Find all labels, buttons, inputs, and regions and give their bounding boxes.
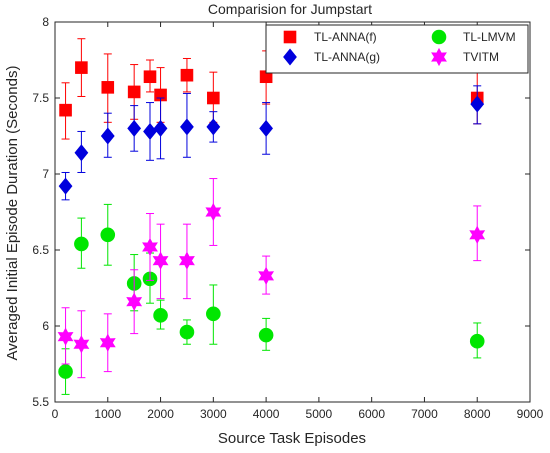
x-tick-label: 2000 [147, 407, 174, 421]
data-point [126, 292, 143, 311]
chart-title: Comparision for Jumpstart [208, 1, 372, 17]
data-point [153, 119, 168, 137]
x-tick-label: 9000 [517, 407, 544, 421]
plot-area [54, 21, 531, 403]
data-point [59, 103, 72, 117]
data-point [469, 225, 486, 244]
x-axis: 0 1000 2000 3000 4000 5000 6000 7000 8000 9000 [52, 22, 544, 421]
x-tick-label: 6000 [358, 407, 385, 421]
series-tl-anna-g [58, 85, 485, 201]
data-point [74, 236, 89, 252]
data-point [179, 251, 195, 270]
legend-marker [431, 29, 447, 45]
y-tick-label: 5.5 [32, 395, 49, 409]
legend-label: TL-LMVM [463, 30, 516, 44]
legend-marker [283, 30, 297, 44]
data-point [58, 364, 73, 379]
y-tick-label: 6 [42, 319, 49, 333]
x-tick-label: 0 [52, 407, 59, 421]
data-point [127, 119, 142, 137]
legend-marker [431, 47, 447, 67]
y-axis-label: Averaged Initial Episode Duration (Secon… [4, 66, 21, 361]
data-point [100, 127, 115, 145]
series-tvitm [57, 178, 486, 379]
legend: TL-ANNA(f) TL-LMVM TL-ANNA(g) TVITM [265, 24, 529, 74]
data-point [57, 327, 74, 346]
data-point [180, 118, 194, 136]
y-axis: 5.5 6 6.5 7 7.5 8 [32, 15, 530, 409]
y-tick-label: 7 [42, 167, 49, 181]
data-point [206, 306, 221, 322]
data-point [258, 266, 275, 285]
y-tick-label: 8 [42, 15, 49, 29]
series-layer [57, 38, 486, 395]
legend-label: TVITM [463, 50, 499, 64]
data-point [101, 81, 115, 94]
data-point [207, 91, 220, 105]
data-point [75, 61, 88, 74]
data-point [153, 308, 168, 323]
data-point [259, 119, 273, 137]
x-tick-label: 4000 [253, 407, 280, 421]
x-tick-label: 5000 [306, 407, 333, 421]
data-point [99, 333, 116, 352]
data-point [258, 327, 274, 343]
data-point [152, 251, 169, 270]
data-point [74, 144, 89, 162]
legend-marker [283, 48, 297, 66]
data-point [179, 324, 195, 340]
data-point [100, 227, 116, 243]
x-axis-label: Source Task Episodes [218, 430, 366, 447]
x-tick-label: 3000 [200, 407, 227, 421]
x-tick-label: 7000 [411, 407, 438, 421]
data-point [206, 118, 221, 136]
legend-label: TL-ANNA(f) [314, 30, 377, 44]
data-point [58, 177, 73, 195]
legend-box [265, 24, 529, 74]
legend-label: TL-ANNA(g) [314, 50, 380, 64]
data-point [142, 237, 158, 257]
data-point [205, 202, 222, 222]
data-point [73, 335, 90, 354]
x-tick-label: 8000 [464, 407, 491, 421]
x-tick-label: 1000 [94, 407, 121, 421]
y-tick-label: 6.5 [32, 243, 49, 257]
y-tick-label: 7.5 [32, 91, 49, 105]
data-point [180, 68, 194, 82]
data-point [469, 333, 485, 349]
data-point [127, 85, 141, 99]
data-point [470, 95, 485, 113]
data-point [143, 70, 157, 84]
